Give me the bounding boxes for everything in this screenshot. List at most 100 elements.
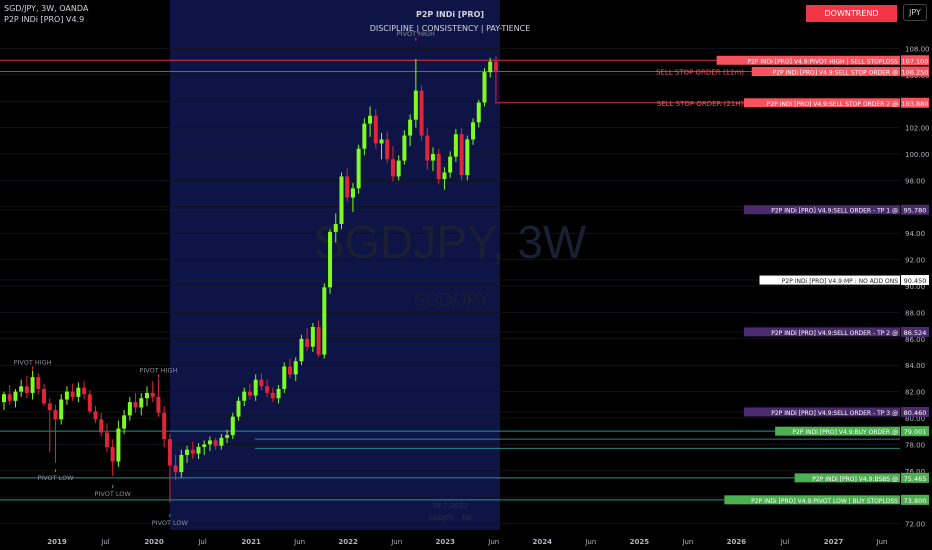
annotations: PIVOT HIGH PIVOT HIGH PIVOT LOW PIVOT LOW PI… [14, 30, 745, 527]
x-tick-label: 2019 [47, 538, 67, 546]
candle-body [173, 465, 178, 473]
candle-body [425, 135, 430, 161]
candle-body [42, 388, 47, 404]
x-tick-label: Jun [681, 538, 693, 546]
level-label: P2P INDi [PRO] V4.9:SELL ORDER - TP 1 @ [771, 208, 898, 215]
level-label-box [716, 55, 900, 65]
candle-body [19, 386, 24, 392]
y-tick-label: 88.00 [905, 309, 925, 317]
annotation-label: PIVOT LOW [152, 519, 189, 527]
x-tick-label: Jun [487, 538, 499, 546]
x-tick-label: Jun [584, 538, 596, 546]
watermark-footer-symbol: SGDJPY · 3W [428, 514, 472, 522]
candle-body [413, 90, 418, 120]
candle-body [442, 172, 447, 180]
level-label: P2P INDi [PRO] V4.9:PIVOT HIGH | SELL ST… [747, 58, 898, 65]
y-tick-label: 78.00 [905, 441, 925, 449]
candle-body [207, 440, 212, 445]
x-tick-label: 2027 [824, 538, 844, 546]
candle-body [185, 449, 190, 455]
candle-body [431, 154, 435, 161]
candle-body [24, 386, 29, 393]
candle-body [196, 447, 201, 454]
center-subtitle: DISCIPLINE | CONSISTENCY | PAY-TIENCE [369, 24, 531, 33]
y-tick-label: 92.00 [905, 257, 925, 265]
x-tick-label: Jun [390, 538, 402, 546]
candle-body [145, 392, 149, 399]
level-value-box [901, 275, 929, 286]
level-value: 86.524 [904, 329, 927, 337]
x-tick-label: 2020 [144, 538, 164, 546]
level-label-box [724, 495, 900, 505]
currency-button[interactable]: JPY [903, 4, 927, 21]
candle-body [76, 387, 81, 397]
candle-body [7, 394, 12, 401]
level-value-box [901, 472, 929, 483]
candle-body [127, 402, 132, 416]
candle-body [345, 176, 350, 198]
level-value-box [901, 97, 929, 108]
y-tick-label: 76.00 [905, 468, 925, 476]
level-value-box [901, 55, 929, 66]
candle-body [150, 392, 155, 397]
watermark-symbol: SGDJPY, 3W [314, 216, 587, 268]
level-value: 73.800 [904, 497, 927, 505]
level-value: 107.100 [902, 57, 929, 65]
candle-body [328, 231, 333, 288]
candle-body [133, 402, 138, 408]
candle-body [310, 326, 315, 347]
candle-body [276, 388, 281, 399]
level-value-box [901, 406, 929, 417]
level-label: P2P INDi [PRO] V4.9:SELL STOP ORDER 2 @ [767, 101, 898, 108]
x-tick-label: 2025 [630, 538, 650, 546]
center-title: P2P INDi [PRO] [415, 10, 485, 19]
candle-body [339, 176, 344, 224]
level-label-box [743, 205, 900, 215]
candle-body [379, 139, 384, 144]
candle-body [385, 139, 390, 160]
candle-body [167, 439, 172, 466]
candle-body [282, 366, 287, 389]
candle-body [322, 287, 327, 355]
trend-button[interactable]: DOWNTREND [806, 5, 897, 22]
candle-body [36, 377, 41, 389]
level-label-box [743, 327, 900, 337]
candle-body [87, 394, 92, 412]
indicator-line[interactable]: P2P INDi [PRO] V4.9 [4, 15, 85, 24]
level-label-box [743, 98, 900, 108]
level-label: P2P INDi [PRO] V4.9:MP : NO ADD ONS [782, 278, 898, 285]
candle-body [265, 386, 270, 393]
x-tick-label: 2021 [241, 538, 261, 546]
time-axis[interactable]: 2019 Jul 2020 Jul 2021 Jun 2022 Jun 2023 Jun 2024 J… [47, 538, 887, 546]
level-label: P2P INDi [PRO] V4.9:BUY ORDER @ [792, 429, 898, 436]
candle-body [488, 61, 493, 73]
level-label: P2P INDi [PRO] V4.9:SELL ORDER - TP 3 @ [771, 410, 898, 417]
candle-body [493, 61, 498, 71]
y-tick-label: 72.00 [905, 521, 925, 529]
y-tick-label: 82.00 [905, 389, 925, 397]
candle-body [225, 435, 230, 438]
symbol-line: SGD/JPY, 3W, OANDA [4, 4, 89, 13]
y-tick-label: 84.00 [905, 362, 925, 370]
candle-body [122, 415, 127, 429]
annotation-label: PIVOT LOW [95, 490, 132, 498]
candle-body [93, 411, 98, 420]
level-value-box [901, 326, 929, 337]
candle-body [299, 338, 304, 362]
candle-body [13, 391, 18, 401]
candle-body [350, 188, 355, 198]
candle-body [288, 366, 292, 375]
level-label-box [794, 473, 900, 483]
candle-body [179, 454, 184, 473]
level-labels: P2P INDi [PRO] V4.9:PIVOT HIGH | SELL ST… [716, 55, 929, 505]
candle-body [213, 440, 218, 446]
x-tick-label: Jun [876, 538, 888, 546]
candle-body [99, 419, 104, 433]
x-tick-label: Jun [293, 538, 305, 546]
level-value: 90.450 [904, 277, 927, 285]
candle-body [373, 115, 378, 144]
annotation-label: PIVOT HIGH [397, 30, 435, 38]
x-tick-label: Jul [197, 538, 207, 546]
y-tick-label: 108.00 [905, 45, 930, 53]
